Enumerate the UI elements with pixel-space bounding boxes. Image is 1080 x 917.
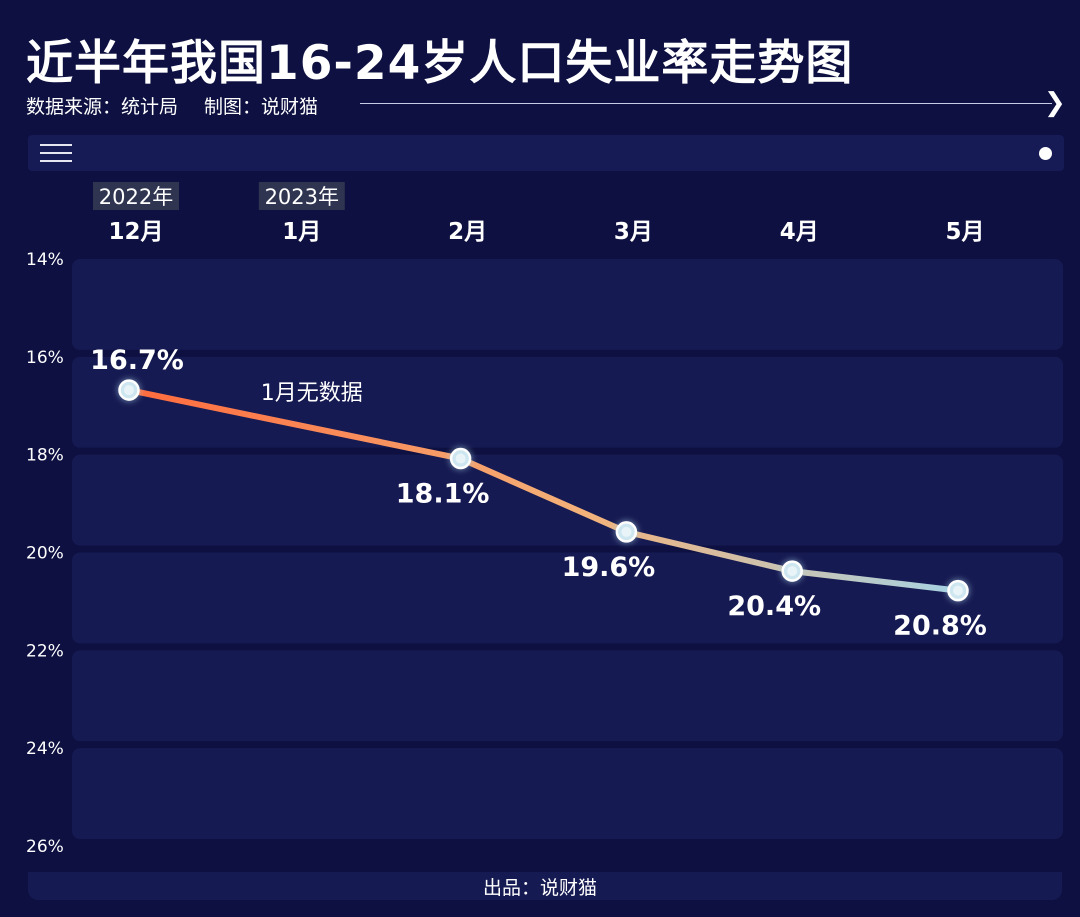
page-title: 近半年我国16-24岁人口失业率走势图 — [26, 36, 854, 91]
annotation-no-data: 1月无数据 — [261, 381, 363, 406]
x-tick-label: 12月 — [108, 219, 163, 245]
dot-icon[interactable] — [1039, 147, 1052, 160]
footer-bar — [28, 872, 1062, 900]
y-tick-label: 16% — [26, 348, 64, 368]
y-tick-label: 26% — [26, 837, 64, 857]
y-tick-label: 18% — [26, 446, 64, 466]
y-tick-label: 20% — [26, 544, 64, 564]
y-tick-label: 22% — [26, 641, 64, 661]
year-label: 2022年 — [93, 182, 179, 210]
x-tick-label: 3月 — [614, 219, 653, 245]
svg-text:2023年: 2023年 — [265, 185, 339, 209]
data-label: 19.6% — [562, 552, 656, 583]
data-source: 数据来源：统计局 — [26, 96, 179, 118]
grid-band — [72, 259, 1063, 350]
source-line: 数据来源：统计局 制图：说财猫 — [26, 92, 318, 119]
data-label: 20.8% — [893, 611, 987, 642]
data-point — [448, 446, 473, 471]
y-tick-label: 14% — [26, 250, 64, 270]
x-tick-label: 4月 — [780, 219, 819, 245]
x-tick-label: 2月 — [448, 219, 487, 245]
y-tick-label: 24% — [26, 739, 64, 759]
chevron-right-icon: ❯ — [1044, 88, 1066, 118]
grid-band — [72, 650, 1063, 742]
grid-band — [72, 356, 1063, 448]
grid-band — [72, 454, 1063, 546]
data-label: 16.7% — [90, 345, 184, 376]
x-tick-label: 1月 — [282, 219, 321, 245]
data-point — [117, 378, 141, 403]
data-point — [780, 559, 805, 584]
data-point — [614, 519, 639, 544]
data-label: 20.4% — [727, 591, 821, 622]
year-label: 2023年 — [258, 182, 345, 210]
grid-band — [72, 748, 1063, 839]
chart-toolbar — [28, 135, 1064, 171]
data-label: 18.1% — [396, 479, 490, 510]
svg-text:2022年: 2022年 — [99, 185, 173, 209]
menu-icon[interactable] — [40, 144, 72, 162]
data-point — [946, 578, 970, 603]
made-by: 制图：说财猫 — [204, 96, 319, 118]
footer-credit: 出品：说财猫 — [482, 877, 597, 899]
divider — [360, 103, 1052, 104]
x-tick-label: 5月 — [945, 219, 984, 245]
